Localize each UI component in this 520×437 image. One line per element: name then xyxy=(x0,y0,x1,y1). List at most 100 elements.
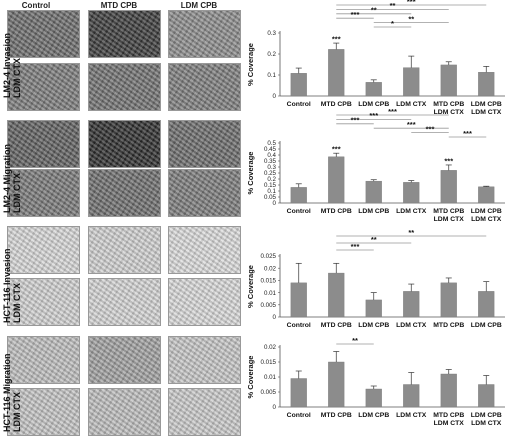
category-label: LDM CTX xyxy=(396,412,427,419)
bracket-stars: *** xyxy=(388,107,397,116)
micrograph-image xyxy=(7,169,80,217)
y-tick-label: 0.02 xyxy=(264,265,277,272)
category-label: LDM CPB xyxy=(471,208,502,215)
y-tick-label: 0.1 xyxy=(267,188,276,195)
bar xyxy=(365,82,382,97)
bar xyxy=(403,67,420,97)
category-label: LDM CTX xyxy=(434,216,465,223)
bracket-stars: ** xyxy=(408,228,414,237)
bracket-stars: ** xyxy=(390,1,396,10)
category-label: LDM CTX xyxy=(471,216,502,223)
y-tick-label: 0.05 xyxy=(264,194,277,201)
category-label: Control xyxy=(287,412,311,419)
micrograph-image xyxy=(88,336,161,384)
micrograph-image xyxy=(88,63,161,111)
category-label: MTD CPB xyxy=(321,208,352,215)
category-label: LDM CPB xyxy=(358,322,389,329)
bar xyxy=(290,73,307,97)
micrograph-image xyxy=(7,63,80,111)
bar xyxy=(478,186,495,204)
y-tick-label: 0.45 xyxy=(264,146,277,153)
category-label: LDM CTX xyxy=(471,109,502,116)
bracket-stars: *** xyxy=(351,10,360,19)
category-label: LDM CTX xyxy=(434,109,465,116)
bar xyxy=(403,291,420,318)
y-tick-label: 0.3 xyxy=(267,164,276,171)
bracket-stars: *** xyxy=(407,120,416,129)
category-label: Control xyxy=(287,208,311,215)
bar xyxy=(440,282,457,318)
y-tick-label: 0 xyxy=(273,404,277,411)
y-tick-label: 0.25 xyxy=(264,170,277,177)
y-axis-label: % Coverage xyxy=(246,265,255,308)
y-tick-label: 0.01 xyxy=(264,374,277,381)
bar xyxy=(290,378,307,408)
micrograph-image xyxy=(88,226,161,274)
bracket-stars: * xyxy=(391,19,394,28)
y-tick-label: 0.1 xyxy=(267,72,276,79)
category-label: LDM CTX xyxy=(471,420,502,427)
category-label: Control xyxy=(287,322,311,329)
micrograph-image xyxy=(88,278,161,326)
category-label: LDM CPB xyxy=(471,412,502,419)
category-label: MTD CPB xyxy=(433,101,464,108)
bracket-stars: *** xyxy=(463,129,472,138)
y-tick-label: 0.15 xyxy=(264,182,277,189)
y-axis-label: % Coverage xyxy=(246,152,255,195)
category-label: LDM CPB xyxy=(471,322,502,329)
category-label: LDM CPB xyxy=(471,101,502,108)
category-label: LDM CPB xyxy=(358,208,389,215)
micrograph-image xyxy=(168,63,241,111)
bracket-stars: *** xyxy=(351,242,360,251)
y-tick-label: 0.015 xyxy=(261,359,277,366)
category-label: Control xyxy=(287,101,311,108)
bar xyxy=(328,361,345,408)
y-tick-label: 0.4 xyxy=(267,152,276,159)
micrograph-image xyxy=(7,388,80,436)
category-label: LDM CTX xyxy=(434,420,465,427)
micrograph-image xyxy=(7,278,80,326)
micrograph-image xyxy=(88,388,161,436)
micrograph-image xyxy=(88,120,161,168)
bar xyxy=(478,72,495,97)
category-label: MTD CPB xyxy=(321,412,352,419)
bar xyxy=(440,373,457,408)
category-label: LDM CPB xyxy=(358,412,389,419)
bracket-stars: *** xyxy=(426,124,435,133)
category-label: MTD CPB xyxy=(321,322,352,329)
category-label: LDM CTX xyxy=(396,322,427,329)
y-tick-label: 0.005 xyxy=(261,302,277,309)
col-header-mtd-cpb: MTD CPB xyxy=(100,1,138,10)
bar xyxy=(365,299,382,318)
col-header-ldm-cpb: LDM CPB xyxy=(180,1,218,10)
bar xyxy=(290,187,307,204)
bar xyxy=(403,384,420,408)
y-tick-label: 0.02 xyxy=(264,344,277,351)
category-label: LDM CTX xyxy=(396,101,427,108)
micrograph-image xyxy=(7,336,80,384)
bar xyxy=(328,49,345,97)
bar xyxy=(365,388,382,408)
y-tick-label: 0.2 xyxy=(267,51,276,58)
y-axis-label: % Coverage xyxy=(246,43,255,86)
category-label: MTD CPB xyxy=(433,412,464,419)
y-tick-label: 0.5 xyxy=(267,140,276,147)
micrograph-image xyxy=(7,10,80,58)
micrograph-image xyxy=(88,169,161,217)
y-axis-label: % Coverage xyxy=(246,356,255,399)
y-tick-label: 0.01 xyxy=(264,290,277,297)
bracket-stars: *** xyxy=(351,116,360,125)
y-tick-label: 0 xyxy=(273,93,277,100)
micrograph-image xyxy=(168,336,241,384)
bracket-stars: ** xyxy=(371,6,377,15)
bar xyxy=(440,170,457,204)
micrograph-image xyxy=(168,10,241,58)
significance-stars: *** xyxy=(332,35,341,44)
micrograph-image xyxy=(88,10,161,58)
bar xyxy=(328,156,345,204)
y-tick-label: 0.2 xyxy=(267,176,276,183)
bar xyxy=(365,180,382,204)
bar xyxy=(440,64,457,97)
